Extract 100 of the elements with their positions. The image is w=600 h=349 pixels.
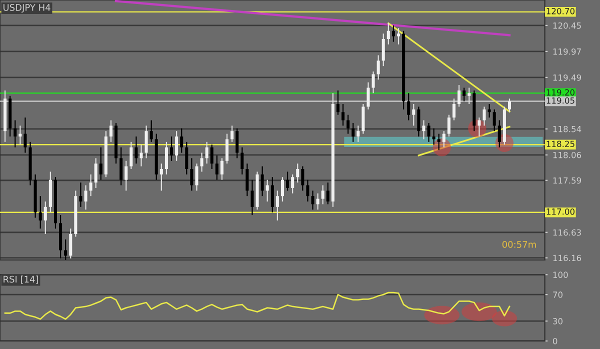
candlestick	[286, 171, 290, 192]
candlestick	[356, 125, 360, 142]
candlestick	[99, 146, 102, 180]
candlestick	[336, 90, 340, 116]
candlestick	[321, 184, 324, 205]
candlestick	[69, 228, 72, 259]
chart-title: RSI [14]	[4, 276, 38, 284]
ref-line-label: 120.70	[546, 8, 574, 14]
candlestick	[280, 176, 284, 202]
ref-line-label: 117.00	[546, 208, 574, 215]
candlestick	[64, 238, 68, 260]
candlestick	[175, 130, 178, 162]
candlestick	[452, 98, 456, 121]
candlestick	[437, 133, 440, 151]
candlestick	[200, 152, 204, 172]
candlestick	[210, 144, 214, 170]
candlestick	[18, 125, 22, 146]
candlestick	[311, 190, 314, 210]
candlestick	[180, 128, 184, 154]
candlestick	[164, 141, 168, 175]
candlestick	[195, 163, 198, 192]
candlestick	[250, 179, 254, 216]
y-tick-label: 30	[553, 318, 562, 324]
candlestick	[468, 87, 471, 105]
candlestick	[190, 158, 194, 192]
candlestick	[346, 114, 350, 134]
y-tick-label: 116.16	[553, 254, 582, 262]
candlestick	[376, 54, 380, 80]
candlestick	[170, 136, 174, 162]
ref-line-label: 119.05	[546, 97, 574, 104]
candlestick	[372, 70, 375, 94]
candlestick	[306, 179, 310, 202]
candlestick	[382, 33, 385, 67]
candlestick	[407, 92, 410, 121]
candlestick	[492, 108, 496, 132]
candlestick	[326, 182, 330, 205]
candlestick	[205, 141, 208, 164]
candlestick	[130, 141, 133, 170]
candlestick	[215, 154, 218, 180]
y-tick-label: 70	[553, 292, 562, 298]
candlestick	[458, 84, 461, 108]
candlestick	[432, 128, 436, 146]
candlestick	[352, 122, 355, 142]
ref-line-label: 118.25	[546, 140, 574, 148]
candlestick	[230, 125, 234, 142]
candlestick	[488, 103, 491, 118]
candlestick	[342, 103, 345, 126]
candlestick	[270, 176, 274, 213]
candlestick	[417, 106, 420, 138]
candlestick	[240, 146, 244, 175]
chart-title: USDJPY H4	[4, 4, 50, 13]
candlestick	[150, 120, 153, 142]
candlestick	[24, 116, 27, 154]
candlestick	[291, 174, 294, 194]
candlestick	[109, 120, 112, 142]
candlestick	[84, 184, 88, 210]
candlestick	[296, 163, 300, 184]
y-tick-label: 116.63	[553, 229, 581, 236]
candlestick	[301, 166, 304, 192]
candlestick	[44, 200, 47, 235]
candlestick	[79, 182, 82, 208]
candlestick	[260, 166, 264, 197]
candlestick	[140, 144, 143, 167]
y-tick-label: 100	[553, 272, 568, 278]
y-tick-label: 117.59	[553, 177, 582, 184]
candlestick	[392, 24, 395, 42]
candlestick	[94, 158, 98, 189]
candlestick	[134, 136, 138, 164]
y-tick-label: 120.45	[553, 22, 581, 29]
candlestick	[276, 190, 279, 222]
candlestick	[498, 120, 501, 148]
candlestick	[160, 163, 163, 192]
candlestick	[38, 196, 42, 230]
candlestick	[397, 28, 400, 45]
candlestick	[246, 163, 249, 197]
candlestick	[236, 128, 239, 159]
candlestick	[220, 158, 224, 180]
y-tick-label: 0	[552, 338, 558, 344]
candlestick	[386, 22, 390, 45]
candlestick	[89, 174, 92, 197]
annotation: 00:57m	[502, 241, 536, 248]
candlestick	[447, 114, 450, 138]
candlestick	[508, 98, 511, 113]
ref-line-label: 119.20	[546, 89, 574, 96]
candlestick	[225, 133, 229, 164]
candlestick	[14, 120, 17, 148]
candlestick	[120, 146, 123, 186]
candlestick	[412, 103, 416, 126]
candlestick	[482, 106, 486, 126]
candlestick	[366, 82, 370, 110]
candlestick	[427, 122, 430, 142]
candlestick	[185, 141, 188, 175]
candlestick	[462, 87, 466, 102]
candlestick	[442, 130, 446, 148]
y-tick-label: 118.06	[553, 152, 582, 158]
candlestick	[422, 120, 426, 140]
candlestick	[144, 125, 148, 159]
candlestick	[316, 192, 320, 210]
y-tick-label: 119.49	[553, 74, 582, 81]
y-tick-label: 119.97	[553, 48, 581, 55]
